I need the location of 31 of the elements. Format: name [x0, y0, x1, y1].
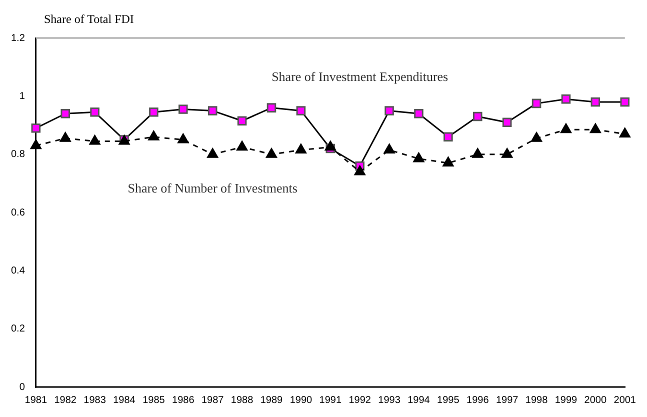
y-tick-label: 1: [19, 90, 26, 102]
x-tick-label: 1998: [525, 394, 548, 406]
x-tick-label: 1981: [24, 394, 48, 406]
x-tick-label: 1997: [496, 394, 519, 406]
x-tick-label: 1988: [230, 394, 254, 406]
x-tick-label: 1990: [290, 394, 312, 406]
text: Share of Number of Investments: [128, 180, 298, 196]
y-tick-label: 1.2: [10, 32, 26, 44]
x-tick-label: 1985: [142, 394, 166, 406]
x-tick-label: 1987: [201, 394, 224, 406]
x-tick-label: 1986: [172, 394, 195, 406]
x-tick-label: 2001: [614, 394, 636, 406]
x-tick-label: 2000: [584, 394, 607, 406]
x-tick-label: 1984: [113, 394, 136, 406]
x-tick-label: 1983: [84, 394, 106, 406]
x-tick-label: 1995: [437, 394, 460, 406]
x-tick-label: 1989: [260, 394, 284, 406]
series-label: Share of Investment Expenditures: [272, 69, 448, 84]
x-tick-label: 1999: [554, 394, 578, 406]
x-tick-label: 1991: [319, 394, 342, 406]
y-axis-title: Share of Total FDI: [44, 12, 134, 27]
x-tick-label: 1996: [466, 394, 490, 406]
y-tick-label: 0.8: [10, 149, 26, 160]
y-tick-label: 0.6: [10, 207, 26, 218]
x-tick-label: 1992: [348, 394, 372, 406]
y-tick-label: 0.4: [10, 265, 26, 276]
y-tick-label: 0: [19, 382, 26, 393]
x-tick-label: 1993: [378, 394, 401, 406]
x-tick-label: 1982: [54, 394, 77, 406]
x-tick-label: 1994: [408, 394, 430, 406]
y-tick-label: 0.2: [10, 324, 26, 335]
